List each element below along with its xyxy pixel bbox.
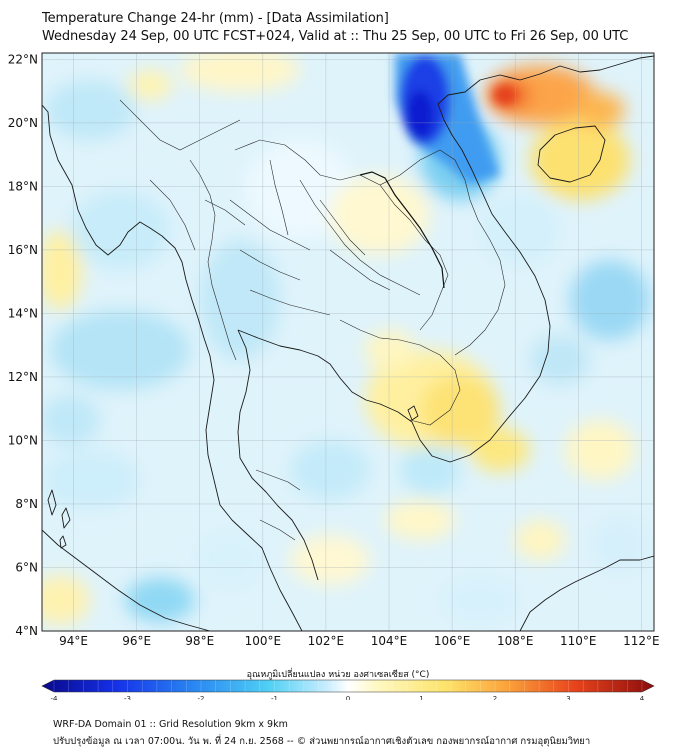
colorbar-tick-label: -4 [51,695,59,700]
latitude-labels: 22°N 20°N 18°N 16°N 14°N 12°N 10°N 8°N 6°N 4°N [8,52,38,638]
lon-label: 110°E [560,634,597,648]
lon-label: 102°E [308,634,345,648]
colorbar-tick-label: -2 [198,695,205,700]
lon-label: 96°E [122,634,151,648]
map-subtitle: Wednesday 24 Sep, 00 UTC FCST+024, Valid… [42,29,629,44]
lon-label: 100°E [245,634,282,648]
lat-label: 10°N [8,433,38,447]
lat-label: 12°N [8,370,38,384]
lat-label: 4°N [15,624,38,638]
lat-label: 14°N [8,306,38,320]
map-title: Temperature Change 24-hr (mm) - [Data As… [42,11,389,26]
colorbar-tick-label: 1 [419,695,423,700]
colorbar-tick-label: 2 [493,695,497,700]
footer-credit: ปรับปรุงข้อมูล ณ เวลา 07:00น. วัน พ. ที่… [53,736,591,747]
lon-label: 112°E [623,634,660,648]
temperature-field [42,53,654,631]
lon-label: 104°E [371,634,408,648]
map-figure: 22°N 20°N 18°N 16°N 14°N 12°N 10°N 8°N 6°N 4°N 94… [8,52,660,703]
graticule [42,53,654,631]
longitude-labels: 94°E 96°E 98°E 100°E 102°E 104°E 106°E 108°E 110… [59,634,660,648]
lon-label: 108°E [497,634,534,648]
lat-label: 16°N [8,243,38,257]
lat-label: 6°N [15,560,38,574]
colorbar: -4 -3 -2 -1 0 1 2 3 4 [41,679,655,703]
colorbar-tick-label: 3 [566,695,570,700]
lat-label: 20°N [8,116,38,130]
footer-domain-info: WRF-DA Domain 01 :: Grid Resolution 9km … [53,719,288,730]
coastlines [42,55,654,631]
colorbar-tick-label: -1 [271,695,278,700]
lon-label: 94°E [59,634,88,648]
colorbar-tick-label: 4 [640,695,645,700]
map-frame [41,52,655,632]
lon-label: 106°E [434,634,471,648]
colorbar-tick-label: 0 [346,695,350,700]
lat-label: 18°N [8,179,38,193]
lon-label: 98°E [185,634,214,648]
colorbar-tick-label: -3 [124,695,131,700]
lat-label: 8°N [15,497,38,511]
colorbar-label: อุณหภูมิเปลี่ยนแปลง หน่วย องศาเซลเซียส (… [246,670,430,680]
lat-label: 22°N [8,52,38,66]
